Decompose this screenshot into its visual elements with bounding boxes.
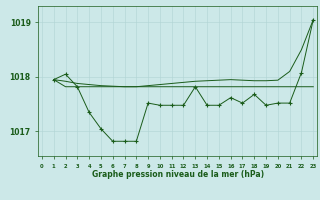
X-axis label: Graphe pression niveau de la mer (hPa): Graphe pression niveau de la mer (hPa) <box>92 170 264 179</box>
